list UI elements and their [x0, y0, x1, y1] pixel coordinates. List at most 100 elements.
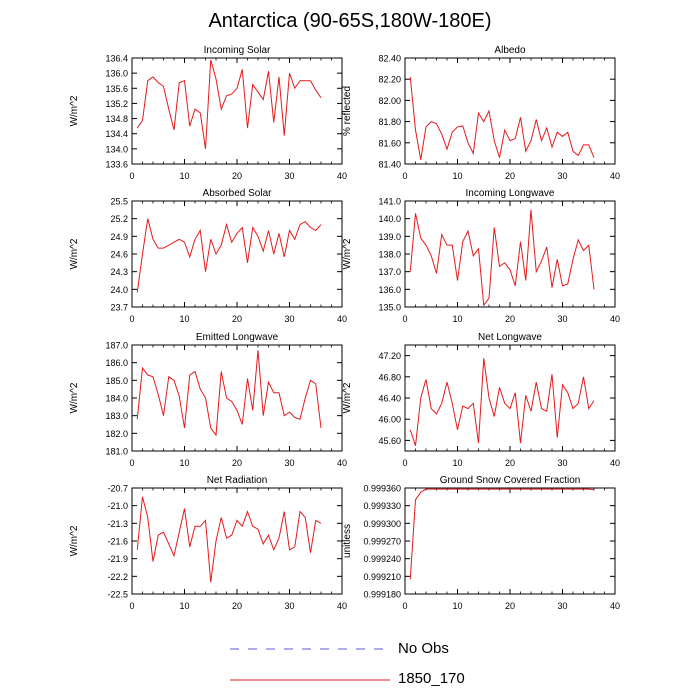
y-tick-label: 139.0	[378, 232, 401, 242]
x-tick-label: 30	[557, 601, 567, 611]
plot-frame	[404, 57, 616, 165]
y-tick-label: 136.0	[378, 285, 401, 295]
x-tick-label: 40	[610, 171, 620, 181]
y-tick-label: 141.0	[378, 197, 401, 207]
panel-title: Incoming Longwave	[466, 188, 555, 199]
y-tick-label: 135.0	[378, 303, 401, 313]
y-tick-label: 46.80	[378, 372, 401, 382]
x-tick-label: 20	[505, 171, 515, 181]
y-tick-label: 184.0	[105, 394, 128, 404]
x-tick-label: 0	[402, 314, 407, 324]
x-tick-label: 0	[402, 171, 407, 181]
y-tick-label: 183.0	[105, 411, 128, 421]
plot-frame	[131, 487, 343, 595]
plot-frame	[404, 344, 616, 452]
y-axis-label: unitless	[342, 524, 353, 558]
x-tick-label: 40	[337, 171, 347, 181]
y-tick-label: 182.0	[105, 429, 128, 439]
x-tick-label: 40	[610, 458, 620, 468]
y-tick-label: 25.2	[110, 214, 128, 224]
y-tick-label: -21.9	[107, 554, 128, 564]
y-tick-label: 140.0	[378, 214, 401, 224]
x-tick-label: 30	[284, 171, 294, 181]
series-line-1850-170	[409, 209, 595, 307]
y-tick-label: 0.999240	[363, 554, 401, 564]
x-tick-label: 20	[505, 314, 515, 324]
x-tick-label: 10	[179, 601, 189, 611]
x-tick-label: 40	[610, 601, 620, 611]
x-tick-label: 40	[337, 314, 347, 324]
y-axis-label: W/m^2	[69, 382, 80, 413]
plot-frame	[404, 200, 616, 308]
y-tick-label: 135.2	[105, 99, 128, 109]
x-tick-label: 10	[452, 171, 462, 181]
y-tick-label: 0.999180	[363, 590, 401, 600]
y-tick-label: -20.7	[107, 484, 128, 494]
y-tick-label: 24.6	[110, 250, 128, 260]
y-tick-label: 134.4	[105, 129, 128, 139]
y-tick-label: 25.5	[110, 197, 128, 207]
y-tick-label: -21.0	[107, 501, 128, 511]
plot-frame	[131, 200, 343, 308]
panel-emitted-longwave: Emitted Longwave W/m^2 0 10 20 30 40 181.0 182.0…	[69, 332, 347, 468]
y-tick-label: 47.20	[378, 351, 401, 361]
y-tick-label: 0.999210	[363, 572, 401, 582]
y-tick-label: 0.999360	[363, 484, 401, 494]
x-tick-label: 20	[232, 171, 242, 181]
series-line-1850-170	[409, 488, 595, 580]
panel-net-longwave: Net Longwave W/m^2 0 10 20 30 40 45.60 46.00 46.4…	[342, 332, 620, 468]
x-tick-label: 30	[284, 458, 294, 468]
page-title: Antarctica (90-65S,180W-180E)	[208, 10, 492, 32]
y-tick-label: 82.00	[378, 96, 401, 106]
x-tick-label: 0	[129, 458, 134, 468]
x-tick-label: 20	[232, 314, 242, 324]
y-tick-label: -21.6	[107, 537, 128, 547]
legend-label-no-obs: No Obs	[398, 640, 449, 657]
y-tick-label: 137.0	[378, 267, 401, 277]
legend-label-1850-170: 1850_170	[398, 670, 465, 687]
y-tick-label: 136.4	[105, 54, 128, 64]
panel-title: Albedo	[494, 45, 526, 56]
panel-net-radiation: Net Radiation W/m^2 0 10 20 30 40 -22.5 -22.2 -21…	[69, 475, 347, 611]
y-tick-label: 187.0	[105, 341, 128, 351]
panel-title: Net Longwave	[478, 332, 542, 343]
y-tick-label: 23.7	[110, 303, 128, 313]
panel-ground-snow-covered-fraction: Ground Snow Covered Fraction unitless 0 10 2…	[342, 475, 620, 611]
y-tick-label: 24.0	[110, 285, 128, 295]
x-tick-label: 20	[505, 601, 515, 611]
y-tick-label: 0.999270	[363, 537, 401, 547]
x-tick-label: 40	[337, 601, 347, 611]
x-tick-label: 0	[129, 314, 134, 324]
y-tick-label: 81.40	[378, 160, 401, 170]
x-tick-label: 0	[402, 458, 407, 468]
plot-frame	[131, 344, 343, 452]
y-tick-label: 81.60	[378, 138, 401, 148]
panel-title: Incoming Solar	[204, 45, 271, 56]
x-tick-label: 20	[232, 458, 242, 468]
x-tick-label: 10	[179, 171, 189, 181]
series-line-1850-170	[409, 358, 595, 446]
x-tick-label: 0	[129, 601, 134, 611]
panel-title: Emitted Longwave	[196, 332, 279, 343]
y-tick-label: 46.00	[378, 415, 401, 425]
plot-frame	[404, 487, 616, 595]
x-tick-label: 0	[402, 601, 407, 611]
y-axis-label: W/m^2	[342, 382, 353, 413]
y-tick-label: 0.999330	[363, 501, 401, 511]
series-line-1850-170	[136, 59, 322, 149]
x-tick-label: 20	[232, 601, 242, 611]
y-axis-label: W/m^2	[69, 525, 80, 556]
y-tick-label: 135.6	[105, 84, 128, 94]
x-tick-label: 10	[179, 314, 189, 324]
y-tick-label: 46.40	[378, 394, 401, 404]
y-tick-label: 82.20	[378, 75, 401, 85]
y-tick-label: 134.0	[105, 144, 128, 154]
x-tick-label: 40	[610, 314, 620, 324]
panel-title: Absorbed Solar	[203, 188, 273, 199]
plot-frame	[131, 57, 343, 165]
series-line-1850-170	[136, 350, 322, 437]
panel-incoming-solar: Incoming Solar W/m^2 0 10 20 30 40 133.6 134.0 13…	[69, 45, 347, 181]
series-line-1850-170	[136, 218, 322, 293]
x-tick-label: 30	[284, 314, 294, 324]
panel-incoming-longwave: Incoming Longwave W/m^2 0 10 20 30 40 135.0 136.…	[342, 188, 620, 324]
